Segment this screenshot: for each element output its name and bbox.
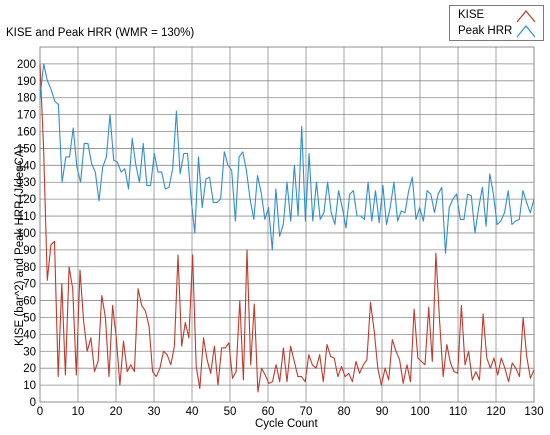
y-tick-label: 0 bbox=[30, 397, 36, 409]
chart-title: KISE and Peak HRR (WMR = 130%) bbox=[6, 27, 195, 39]
x-tick-label: 40 bbox=[186, 406, 199, 418]
x-tick-label: 80 bbox=[338, 406, 351, 418]
series-line-peak-hrr bbox=[39, 63, 535, 254]
y-tick-label: 50 bbox=[23, 312, 36, 324]
x-axis-label: Cycle Count bbox=[255, 418, 318, 430]
x-tick-label: 70 bbox=[300, 406, 313, 418]
y-tick-label: 100 bbox=[17, 228, 36, 240]
y-tick-label: 150 bbox=[17, 143, 36, 155]
y-tick-label: 200 bbox=[17, 59, 36, 71]
y-tick-label: 120 bbox=[17, 194, 36, 206]
y-tick-label: 40 bbox=[23, 329, 36, 341]
y-tick-label: 60 bbox=[23, 296, 36, 308]
plot-area bbox=[39, 46, 535, 403]
legend-swatch-kise bbox=[516, 10, 536, 23]
y-axis-label: KISE (bar^2) and Peak HRR (J/degCA) bbox=[14, 145, 26, 346]
grid-lines bbox=[39, 47, 535, 403]
y-tick-label: 140 bbox=[17, 160, 36, 172]
y-tick-label: 110 bbox=[18, 211, 36, 223]
legend-swatch-peak-hrr bbox=[516, 25, 536, 38]
x-tick-label: 10 bbox=[72, 406, 85, 418]
x-tick-label: 60 bbox=[262, 406, 275, 418]
x-tick-label: 0 bbox=[37, 406, 43, 418]
series-layer bbox=[39, 63, 535, 393]
y-tick-label: 170 bbox=[17, 110, 36, 122]
y-tick-label: 160 bbox=[17, 127, 36, 139]
x-tick-label: 100 bbox=[410, 406, 429, 418]
legend-label-peak-hrr: Peak HRR bbox=[458, 25, 513, 37]
y-tick-label: 130 bbox=[17, 177, 36, 189]
x-tick-label: 110 bbox=[449, 406, 467, 418]
y-tick-label: 90 bbox=[23, 245, 36, 257]
x-tick-label: 120 bbox=[486, 406, 505, 418]
y-tick-label: 20 bbox=[23, 363, 36, 375]
legend: KISE Peak HRR bbox=[449, 5, 544, 41]
x-tick-label: 30 bbox=[148, 406, 161, 418]
y-tick-label: 30 bbox=[23, 346, 36, 358]
y-tick-label: 180 bbox=[17, 93, 36, 105]
x-tick-label: 50 bbox=[224, 406, 237, 418]
y-tick-label: 10 bbox=[23, 380, 36, 392]
x-tick-label: 20 bbox=[110, 406, 123, 418]
x-tick-label: 130 bbox=[524, 406, 543, 418]
y-tick-label: 80 bbox=[23, 262, 36, 274]
y-tick-label: 190 bbox=[17, 76, 36, 88]
tick-labels: 0 10 20 30 40 50 60 70 80 90 100 110 120 130 0 10 20 30 40… bbox=[17, 59, 544, 418]
y-tick-label: 70 bbox=[23, 279, 36, 291]
x-tick-label: 90 bbox=[376, 406, 389, 418]
legend-label-kise: KISE bbox=[458, 9, 485, 21]
series-line-kise bbox=[39, 63, 535, 393]
